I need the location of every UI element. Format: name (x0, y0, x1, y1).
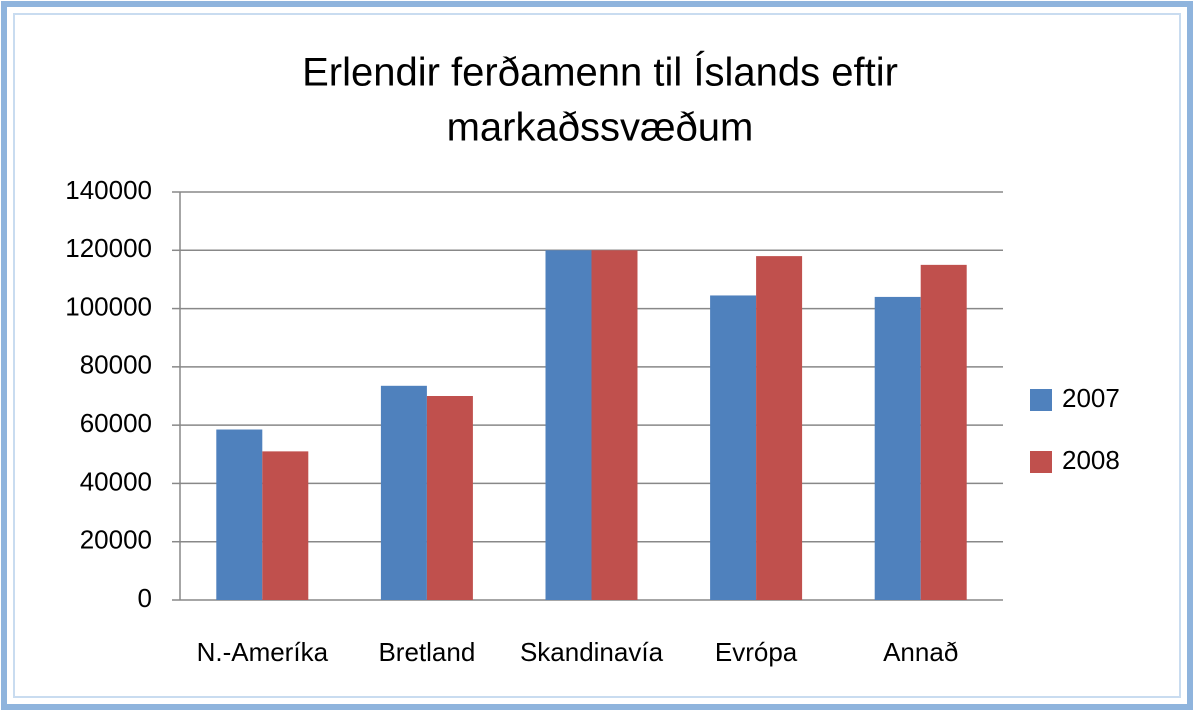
bar (710, 295, 757, 600)
y-tick-label: 140000 (65, 175, 152, 205)
legend-swatch (1030, 389, 1052, 411)
y-tick-label: 100000 (65, 291, 152, 321)
bar (591, 250, 638, 601)
legend-swatch (1030, 451, 1052, 473)
y-tick-label: 20000 (80, 525, 152, 555)
y-tick-label: 60000 (80, 408, 152, 438)
x-tick-label: N.-Ameríka (197, 637, 329, 667)
bar (216, 429, 263, 600)
y-tick-label: 80000 (80, 350, 152, 380)
bar (545, 250, 592, 601)
x-tick-label: Annað (883, 637, 958, 667)
x-tick-label: Bretland (378, 637, 475, 667)
chart-title: markaðssvæðum (447, 106, 754, 150)
bar (262, 451, 309, 600)
y-tick-label: 120000 (65, 233, 152, 263)
chart-title: Erlendir ferðamenn til Íslands eftir (302, 50, 898, 95)
x-tick-label: Evrópa (715, 637, 798, 667)
bar (756, 256, 803, 600)
legend-label: 2007 (1062, 383, 1120, 413)
bar (426, 396, 473, 600)
bar (380, 385, 427, 600)
inner-frame (13, 13, 1181, 698)
bar (874, 296, 921, 600)
bar (920, 264, 967, 600)
legend-label: 2008 (1062, 445, 1120, 475)
x-tick-label: Skandinavía (520, 637, 664, 667)
y-tick-label: 0 (138, 583, 152, 613)
y-tick-label: 40000 (80, 466, 152, 496)
